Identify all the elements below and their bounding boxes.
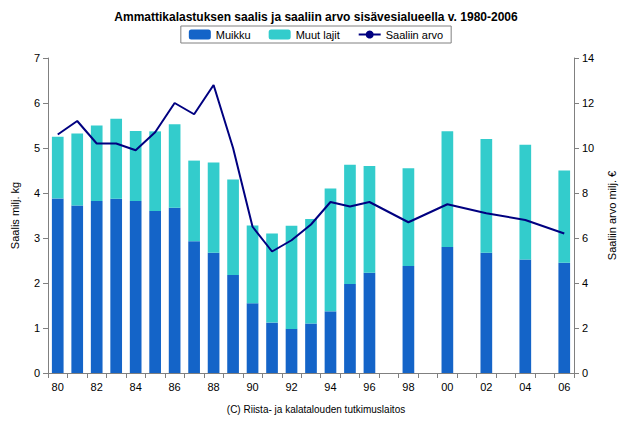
svg-text:80: 80 xyxy=(52,381,64,393)
svg-text:10: 10 xyxy=(582,142,594,154)
svg-text:Saaliin arvo: Saaliin arvo xyxy=(386,29,443,41)
svg-text:Saalis milj. kg: Saalis milj. kg xyxy=(9,182,21,249)
svg-text:Saaliin arvo milj. €: Saaliin arvo milj. € xyxy=(606,171,618,260)
svg-text:90: 90 xyxy=(246,381,258,393)
svg-text:84: 84 xyxy=(130,381,142,393)
svg-text:12: 12 xyxy=(582,97,594,109)
svg-text:14: 14 xyxy=(582,52,594,64)
svg-text:98: 98 xyxy=(402,381,414,393)
svg-text:0: 0 xyxy=(34,367,40,379)
svg-text:1: 1 xyxy=(34,322,40,334)
svg-text:04: 04 xyxy=(519,381,531,393)
svg-text:06: 06 xyxy=(558,381,570,393)
svg-text:Muut lajit: Muut lajit xyxy=(296,29,340,41)
svg-text:92: 92 xyxy=(285,381,297,393)
svg-text:0: 0 xyxy=(582,367,588,379)
svg-text:86: 86 xyxy=(169,381,181,393)
svg-text:(C) Riista- ja kalatalouden tu: (C) Riista- ja kalatalouden tutkimuslait… xyxy=(227,404,405,415)
svg-text:5: 5 xyxy=(34,142,40,154)
svg-text:96: 96 xyxy=(363,381,375,393)
svg-text:82: 82 xyxy=(91,381,103,393)
svg-text:02: 02 xyxy=(480,381,492,393)
svg-text:3: 3 xyxy=(34,232,40,244)
svg-text:4: 4 xyxy=(34,187,40,199)
svg-text:Ammattikalastuksen saalis ja s: Ammattikalastuksen saalis ja saaliin arv… xyxy=(114,10,518,24)
svg-text:2: 2 xyxy=(582,322,588,334)
svg-text:4: 4 xyxy=(582,277,588,289)
svg-text:8: 8 xyxy=(582,187,588,199)
svg-text:88: 88 xyxy=(207,381,219,393)
svg-text:6: 6 xyxy=(582,232,588,244)
svg-text:6: 6 xyxy=(34,97,40,109)
svg-text:7: 7 xyxy=(34,52,40,64)
svg-text:Muikku: Muikku xyxy=(216,29,251,41)
svg-text:94: 94 xyxy=(324,381,336,393)
svg-text:00: 00 xyxy=(441,381,453,393)
svg-text:2: 2 xyxy=(34,277,40,289)
